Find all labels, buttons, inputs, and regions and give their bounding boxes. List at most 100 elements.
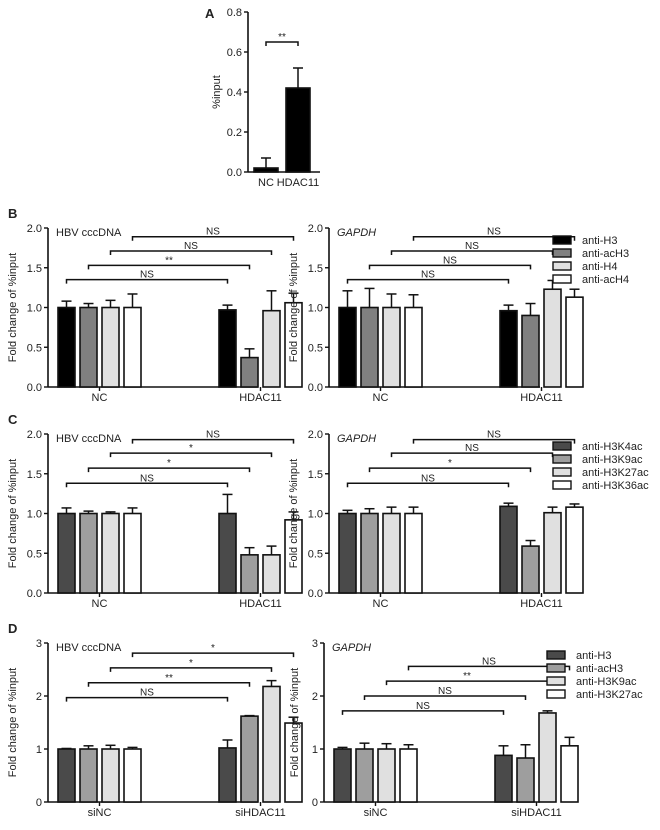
y-tick-label: 2.0 xyxy=(27,223,42,235)
x-tick-label: NC xyxy=(373,598,389,610)
y-tick-label: 3 xyxy=(36,638,42,650)
panel-title: HBV cccDNA xyxy=(56,227,122,239)
significance-bracket xyxy=(131,438,295,444)
bar xyxy=(123,512,142,594)
legend-label: anti-H3K27ac xyxy=(576,689,643,701)
x-tick-label: HDAC11 xyxy=(239,598,282,610)
bar xyxy=(123,748,142,803)
significance-bracket xyxy=(109,250,273,256)
panel-label: D xyxy=(8,621,17,636)
legend-label: anti-H3 xyxy=(582,235,617,247)
significance-bracket xyxy=(65,696,229,702)
x-tick-label: NC xyxy=(373,392,389,404)
x-tick-label: NC xyxy=(92,598,108,610)
panel-b-left: B 0.0 0.5 1.0 1.5 2.0 Fold change of %input HBV… xyxy=(7,206,303,404)
legend-swatch xyxy=(552,274,572,284)
legend-swatch xyxy=(552,248,572,258)
y-tick-label: 0.2 xyxy=(227,127,242,139)
legend-label: anti-acH4 xyxy=(582,274,629,286)
bar xyxy=(218,309,237,388)
significance-bracket xyxy=(412,438,576,444)
bar xyxy=(57,306,76,388)
y-tick-label: 1.5 xyxy=(308,469,323,481)
significance-label: NS xyxy=(482,656,496,667)
significance-label: * xyxy=(189,443,193,454)
bar xyxy=(521,545,540,594)
legend-swatch xyxy=(552,467,572,477)
bar xyxy=(521,314,540,388)
y-tick-label: 1.0 xyxy=(308,303,323,315)
y-tick-label: 1 xyxy=(36,744,42,756)
y-tick-label: 2 xyxy=(36,691,42,703)
x-tick-label: HDAC11 xyxy=(239,392,282,404)
significance-label: NS xyxy=(443,255,457,266)
panel-a: A 0.0 0.2 0.4 0.6 0.8 %input NC HDAC11 ** xyxy=(205,6,320,189)
legend-swatch xyxy=(546,663,566,673)
bar xyxy=(355,748,374,803)
bar xyxy=(538,712,557,803)
y-axis-label: Fold change of %input xyxy=(288,459,300,568)
x-tick-label: siHDAC11 xyxy=(235,807,286,819)
y-tick-label: 0.0 xyxy=(308,382,323,394)
bar xyxy=(560,745,579,803)
legend-swatch xyxy=(552,480,572,490)
panel-title: HBV cccDNA xyxy=(56,642,122,654)
panel-label: A xyxy=(205,6,215,21)
legend-label: anti-H3K9ac xyxy=(582,454,643,466)
panel-title: GAPDH xyxy=(337,227,376,239)
y-tick-label: 2.0 xyxy=(308,429,323,441)
panel-label: B xyxy=(8,206,17,221)
significance-label: NS xyxy=(465,443,479,454)
significance-bracket xyxy=(87,467,251,473)
significance-bracket xyxy=(87,264,251,270)
significance-label: NS xyxy=(206,430,220,441)
y-tick-label: 0.0 xyxy=(308,588,323,600)
bar xyxy=(499,309,518,388)
legend-swatch xyxy=(552,235,572,245)
y-tick-label: 0.4 xyxy=(227,87,242,99)
significance-bracket xyxy=(131,652,295,658)
legend-swatch xyxy=(552,454,572,464)
y-tick-label: 0.0 xyxy=(27,382,42,394)
bar xyxy=(101,306,120,388)
bar xyxy=(123,306,142,388)
panel-title: HBV cccDNA xyxy=(56,433,122,445)
significance-bracket xyxy=(346,278,510,284)
bar xyxy=(360,306,379,388)
y-tick-label: 0.0 xyxy=(227,167,242,179)
bar xyxy=(101,748,120,803)
bar xyxy=(399,748,418,803)
panel-c-left: C 0.0 0.5 1.0 1.5 2.0 Fold change of %input HBV… xyxy=(7,412,303,610)
significance-label: NS xyxy=(140,473,154,484)
bar xyxy=(565,296,584,388)
bar xyxy=(543,511,562,594)
significance-bracket xyxy=(87,682,251,687)
significance-bracket xyxy=(341,710,505,715)
x-tick-label: HDAC11 xyxy=(520,598,563,610)
y-tick-label: 1.5 xyxy=(27,263,42,275)
y-axis-label: Fold change of %input xyxy=(289,668,301,777)
y-tick-label: 0 xyxy=(312,797,318,809)
bar xyxy=(338,512,357,594)
legend-swatch xyxy=(546,676,566,686)
legend-label: anti-H3K27ac xyxy=(582,467,649,479)
y-tick-label: 1.5 xyxy=(27,469,42,481)
bar xyxy=(240,554,259,594)
significance-label: ** xyxy=(165,255,173,266)
legend-label: anti-H3K36ac xyxy=(582,480,649,492)
bar xyxy=(57,512,76,594)
y-tick-label: 1.5 xyxy=(308,263,323,275)
x-tick-label: siNC xyxy=(364,807,388,819)
legend-label: anti-H3K4ac xyxy=(582,441,643,453)
y-axis-label: Fold change of %input xyxy=(7,459,19,568)
panel-label: C xyxy=(8,412,18,427)
bar xyxy=(516,757,535,803)
x-tick-label: NC xyxy=(258,177,274,189)
legend-label: anti-H3K9ac xyxy=(576,676,637,688)
y-axis-label: Fold change of %input xyxy=(7,253,19,362)
y-tick-label: 0.5 xyxy=(308,342,323,354)
panel-c-right: 0.0 0.5 1.0 1.5 2.0 Fold change of %input GAPD… xyxy=(288,429,649,610)
y-tick-label: 0.5 xyxy=(27,342,42,354)
significance-bracket xyxy=(109,667,273,672)
significance-bracket xyxy=(265,41,299,46)
